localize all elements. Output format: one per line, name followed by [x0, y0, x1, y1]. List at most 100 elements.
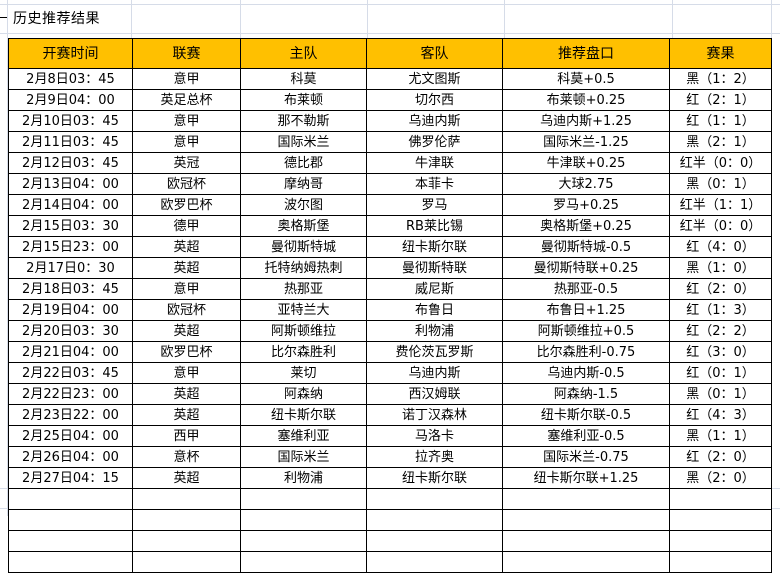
- cell-away-team[interactable]: 本菲卡: [366, 173, 503, 195]
- table-row[interactable]: 2月15日03：30 德甲 奥格斯堡 RB莱比锡 奥格斯堡+0.25 红半（0：0）: [8, 215, 772, 237]
- table-row[interactable]: 2月12日03：45 英冠 德比郡 牛津联 牛津联+0.25 红半（0：0）: [8, 152, 772, 174]
- cell-empty[interactable]: [240, 530, 367, 552]
- cell-home-team[interactable]: 科莫: [240, 68, 367, 90]
- cell-empty[interactable]: [8, 530, 133, 552]
- column-header-result[interactable]: 赛果: [669, 38, 772, 69]
- cell-away-team[interactable]: 西汉姆联: [366, 383, 503, 405]
- cell-empty[interactable]: [669, 530, 772, 552]
- table-row[interactable]: 2月27日04：15 英超 利物浦 纽卡斯尔联 纽卡斯尔联+1.25 黑（2：0）: [8, 467, 772, 489]
- cell-league[interactable]: 英冠: [132, 152, 241, 174]
- cell-empty[interactable]: [366, 551, 503, 573]
- cell-result[interactable]: 红（4：3）: [669, 404, 772, 426]
- cell-recommended-handicap[interactable]: 纽卡斯尔联+1.25: [502, 467, 670, 489]
- cell-result[interactable]: 黑（2：1）: [669, 131, 772, 153]
- cell-home-team[interactable]: 国际米兰: [240, 446, 367, 468]
- cell-match-time[interactable]: 2月8日03：45: [8, 68, 133, 90]
- cell-empty[interactable]: [669, 488, 772, 510]
- cell-home-team[interactable]: 热那亚: [240, 278, 367, 300]
- table-row-empty[interactable]: [8, 530, 772, 552]
- cell-league[interactable]: 英超: [132, 467, 241, 489]
- cell-home-team[interactable]: 纽卡斯尔联: [240, 404, 367, 426]
- cell-result[interactable]: 黑（2：0）: [669, 467, 772, 489]
- table-row[interactable]: 2月15日23：00 英超 曼彻斯特城 纽卡斯尔联 曼彻斯特城-0.5 红（4：0）: [8, 236, 772, 258]
- cell-home-team[interactable]: 亚特兰大: [240, 299, 367, 321]
- cell-recommended-handicap[interactable]: 科莫+0.5: [502, 68, 670, 90]
- cell-away-team[interactable]: 曼彻斯特联: [366, 257, 503, 279]
- cell-match-time[interactable]: 2月15日23：00: [8, 236, 133, 258]
- cell-away-team[interactable]: 乌迪内斯: [366, 110, 503, 132]
- cell-league[interactable]: 英超: [132, 404, 241, 426]
- cell-recommended-handicap[interactable]: 曼彻斯特联+0.25: [502, 257, 670, 279]
- cell-home-team[interactable]: 莱切: [240, 362, 367, 384]
- cell-result[interactable]: 红半（0：0）: [669, 215, 772, 237]
- cell-home-team[interactable]: 阿森纳: [240, 383, 367, 405]
- cell-away-team[interactable]: 牛津联: [366, 152, 503, 174]
- cell-result[interactable]: 红半（1：1）: [669, 194, 772, 216]
- cell-home-team[interactable]: 利物浦: [240, 467, 367, 489]
- cell-home-team[interactable]: 摩纳哥: [240, 173, 367, 195]
- table-row[interactable]: 2月26日04：00 意杯 国际米兰 拉齐奥 国际米兰-0.75 红（2：0）: [8, 446, 772, 468]
- column-header-league[interactable]: 联赛: [132, 38, 241, 69]
- cell-away-team[interactable]: 威尼斯: [366, 278, 503, 300]
- cell-league[interactable]: 欧罗巴杯: [132, 341, 241, 363]
- cell-home-team[interactable]: 阿斯顿维拉: [240, 320, 367, 342]
- cell-match-time[interactable]: 2月10日03：45: [8, 110, 133, 132]
- cell-empty[interactable]: [132, 488, 241, 510]
- cell-match-time[interactable]: 2月18日03：45: [8, 278, 133, 300]
- cell-result[interactable]: 红（0：1）: [669, 362, 772, 384]
- cell-recommended-handicap[interactable]: 阿斯顿维拉+0.5: [502, 320, 670, 342]
- cell-match-time[interactable]: 2月23日22：00: [8, 404, 133, 426]
- cell-league[interactable]: 英超: [132, 257, 241, 279]
- cell-away-team[interactable]: 罗马: [366, 194, 503, 216]
- table-row-empty[interactable]: [8, 551, 772, 573]
- cell-recommended-handicap[interactable]: 大球2.75: [502, 173, 670, 195]
- cell-home-team[interactable]: 曼彻斯特城: [240, 236, 367, 258]
- cell-empty[interactable]: [240, 551, 367, 573]
- table-row[interactable]: 2月10日03：45 意甲 那不勒斯 乌迪内斯 乌迪内斯+1.25 红（1：1）: [8, 110, 772, 132]
- cell-empty[interactable]: [8, 509, 133, 531]
- cell-away-team[interactable]: 佛罗伦萨: [366, 131, 503, 153]
- cell-result[interactable]: 红（2：1）: [669, 89, 772, 111]
- cell-empty[interactable]: [8, 551, 133, 573]
- cell-away-team[interactable]: 纽卡斯尔联: [366, 467, 503, 489]
- cell-league[interactable]: 英超: [132, 236, 241, 258]
- table-row[interactable]: 2月19日04：00 欧冠杯 亚特兰大 布鲁日 布鲁日+1.25 红（1：3）: [8, 299, 772, 321]
- cell-empty[interactable]: [502, 488, 670, 510]
- cell-league[interactable]: 欧冠杯: [132, 299, 241, 321]
- cell-match-time[interactable]: 2月13日04：00: [8, 173, 133, 195]
- table-row[interactable]: 2月20日03：30 英超 阿斯顿维拉 利物浦 阿斯顿维拉+0.5 红（2：2）: [8, 320, 772, 342]
- cell-recommended-handicap[interactable]: 布莱顿+0.25: [502, 89, 670, 111]
- cell-recommended-handicap[interactable]: 热那亚-0.5: [502, 278, 670, 300]
- cell-league[interactable]: 意甲: [132, 110, 241, 132]
- cell-empty[interactable]: [366, 530, 503, 552]
- cell-league[interactable]: 意甲: [132, 131, 241, 153]
- cell-home-team[interactable]: 波尔图: [240, 194, 367, 216]
- cell-away-team[interactable]: 乌迪内斯: [366, 362, 503, 384]
- cell-home-team[interactable]: 德比郡: [240, 152, 367, 174]
- table-row[interactable]: 2月21日04：00 欧罗巴杯 比尔森胜利 费伦茨瓦罗斯 比尔森胜利-0.75 红（3：0…: [8, 341, 772, 363]
- cell-away-team[interactable]: 尤文图斯: [366, 68, 503, 90]
- cell-recommended-handicap[interactable]: 国际米兰-0.75: [502, 446, 670, 468]
- cell-recommended-handicap[interactable]: 阿森纳-1.5: [502, 383, 670, 405]
- cell-recommended-handicap[interactable]: 奥格斯堡+0.25: [502, 215, 670, 237]
- table-row[interactable]: 2月11日03：45 意甲 国际米兰 佛罗伦萨 国际米兰-1.25 黑（2：1）: [8, 131, 772, 153]
- cell-match-time[interactable]: 2月19日04：00: [8, 299, 133, 321]
- cell-away-team[interactable]: RB莱比锡: [366, 215, 503, 237]
- cell-match-time[interactable]: 2月9日04：00: [8, 89, 133, 111]
- cell-home-team[interactable]: 那不勒斯: [240, 110, 367, 132]
- cell-league[interactable]: 意甲: [132, 278, 241, 300]
- table-row[interactable]: 2月14日04：00 欧罗巴杯 波尔图 罗马 罗马+0.25 红半（1：1）: [8, 194, 772, 216]
- cell-result[interactable]: 红半（0：0）: [669, 152, 772, 174]
- cell-away-team[interactable]: 切尔西: [366, 89, 503, 111]
- cell-empty[interactable]: [132, 551, 241, 573]
- table-row[interactable]: 2月18日03：45 意甲 热那亚 威尼斯 热那亚-0.5 红（2：0）: [8, 278, 772, 300]
- table-row[interactable]: 2月17日0：30 英超 托特纳姆热刺 曼彻斯特联 曼彻斯特联+0.25 黑（1：0）: [8, 257, 772, 279]
- cell-recommended-handicap[interactable]: 塞维利亚-0.5: [502, 425, 670, 447]
- cell-result[interactable]: 黑（1：2）: [669, 68, 772, 90]
- cell-empty[interactable]: [366, 488, 503, 510]
- cell-result[interactable]: 黑（0：1）: [669, 383, 772, 405]
- cell-league[interactable]: 西甲: [132, 425, 241, 447]
- cell-match-time[interactable]: 2月14日04：00: [8, 194, 133, 216]
- cell-empty[interactable]: [502, 551, 670, 573]
- cell-empty[interactable]: [240, 488, 367, 510]
